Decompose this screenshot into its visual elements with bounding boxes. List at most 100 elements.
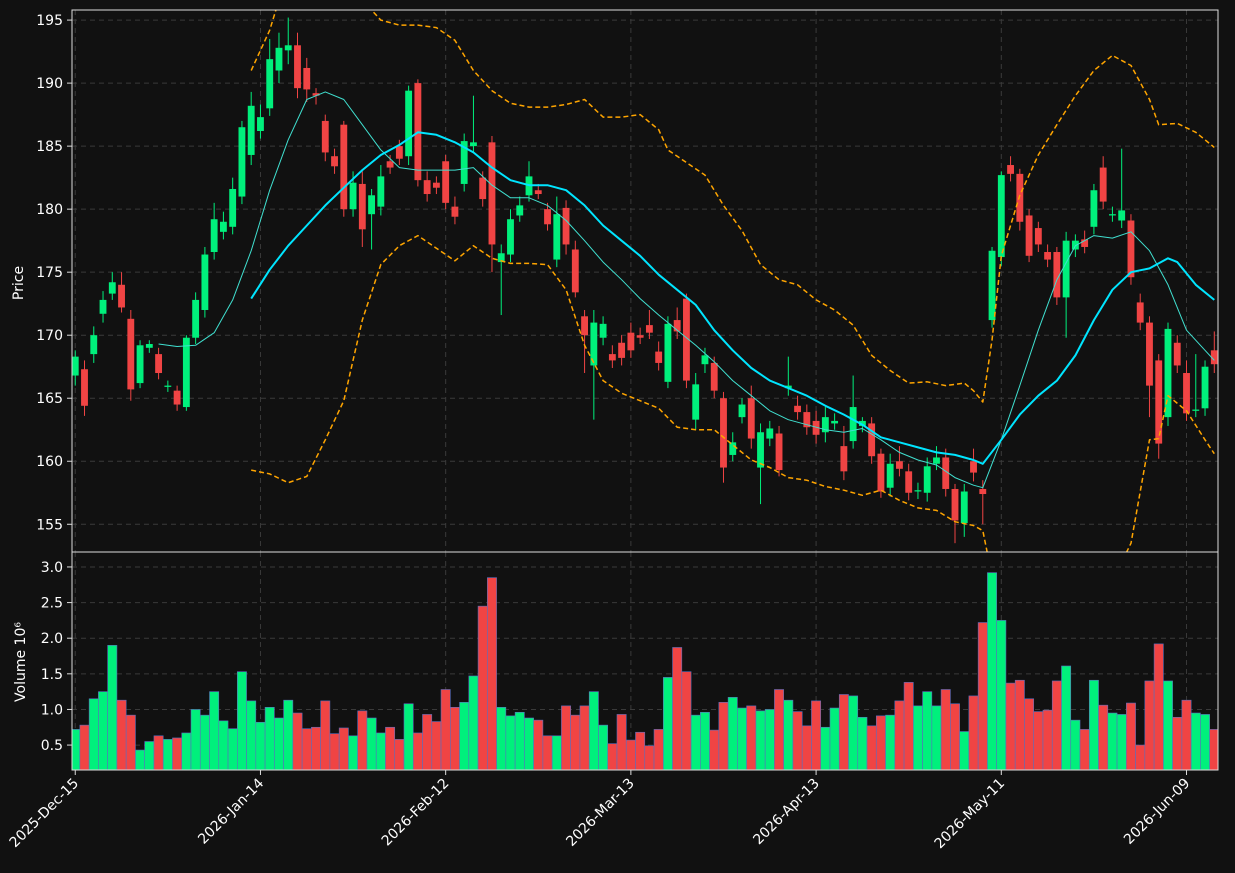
volume-bar [820, 726, 831, 770]
volume-bar [190, 709, 201, 770]
y-tick-label: 155 [36, 517, 63, 533]
volume-bar [616, 714, 627, 770]
volume-bar [607, 743, 618, 770]
candle-body [1192, 409, 1200, 411]
candle-body [636, 335, 644, 338]
candle-body [118, 284, 125, 308]
volume-bar [162, 739, 173, 770]
candle-body [1201, 366, 1209, 409]
y-tick-label: 180 [36, 202, 63, 218]
candle-body [1099, 167, 1107, 202]
volume-bar [885, 714, 896, 770]
candle-body [905, 471, 913, 493]
volume-bar [950, 703, 960, 770]
volume-bar [542, 735, 553, 770]
volume-bar [459, 702, 470, 770]
indicator-line [251, 234, 1215, 552]
candle-body [886, 463, 894, 488]
volume-bar [1079, 729, 1090, 770]
candle-body [238, 127, 246, 197]
candle-body [988, 250, 996, 321]
volume-frame [71, 551, 1219, 771]
volume-bar [959, 731, 970, 770]
candle-body [655, 351, 663, 363]
volume-bar [487, 577, 497, 770]
volume-bar [116, 699, 127, 770]
volume-bar [357, 710, 368, 770]
candle-body [692, 384, 700, 420]
volume-bar [255, 721, 266, 770]
candle-body [266, 59, 274, 109]
volume-bar [1126, 702, 1136, 770]
volume-bar [1181, 699, 1192, 770]
candle-body [868, 423, 876, 457]
volume-bar [1200, 714, 1210, 770]
volume-bar [237, 671, 247, 770]
candle-body [683, 298, 690, 381]
indicator-line [250, 10, 1215, 403]
candle-body [155, 354, 163, 374]
volume-bar [218, 720, 229, 770]
candle-body [358, 183, 366, 230]
candle-body [812, 420, 820, 435]
volume-bar [1024, 698, 1035, 770]
indicator-line [158, 91, 1215, 489]
volume-bar [412, 732, 423, 770]
volume-bar [653, 729, 664, 770]
volume-bar [1042, 709, 1053, 770]
volume-bar [125, 714, 136, 770]
volume-bar [209, 691, 220, 770]
volume-bar [681, 671, 692, 770]
volume-bar [968, 695, 979, 770]
volume-bar [811, 700, 822, 770]
candle-body [794, 405, 801, 413]
volume-bar [153, 735, 164, 770]
volume-bar [709, 729, 720, 770]
volume-bar [1051, 680, 1062, 770]
volume-bar [107, 645, 118, 770]
candle-body [349, 182, 357, 210]
candle-body [1109, 214, 1116, 216]
candle-body [331, 156, 338, 167]
volume-bar [246, 700, 257, 770]
candle-body [1136, 302, 1144, 323]
y-tick-label: 190 [36, 76, 63, 92]
volume-bar [913, 705, 923, 770]
volume-bar [431, 721, 442, 770]
volume-bar [505, 715, 516, 770]
candle-body [840, 446, 848, 472]
volume-bar [727, 697, 738, 770]
volume-bar [662, 677, 673, 770]
volume-bar [866, 725, 877, 770]
volume-bar [338, 727, 349, 770]
volume-panel [72, 572, 1218, 770]
candle-body [858, 420, 866, 426]
volume-bar [792, 711, 803, 770]
volume-bar [172, 737, 183, 770]
candle-body [562, 207, 570, 245]
volume-bar [1088, 679, 1099, 770]
candle-body [1007, 165, 1014, 174]
volume-bar [1172, 716, 1183, 770]
candle-body [395, 146, 403, 159]
candle-body [423, 180, 431, 195]
y2-tick-label: 2.0 [41, 631, 63, 647]
volume-bar [88, 698, 99, 770]
volume-bar [977, 622, 988, 770]
volume-bar [783, 699, 794, 770]
candle-body [877, 453, 885, 492]
y2-tick-label: 3.0 [41, 560, 63, 576]
candle-body [1025, 215, 1033, 256]
candle-body [1173, 342, 1181, 366]
candle-body [951, 488, 959, 521]
candle-body [1183, 373, 1190, 414]
candle-body [571, 249, 579, 293]
candle-body [784, 385, 792, 389]
volume-bar [625, 739, 636, 770]
candle-body [386, 161, 394, 168]
volume-bar [301, 728, 312, 770]
volume-bar [672, 647, 683, 770]
volume-bar [922, 691, 933, 770]
volume-bar [764, 709, 775, 770]
